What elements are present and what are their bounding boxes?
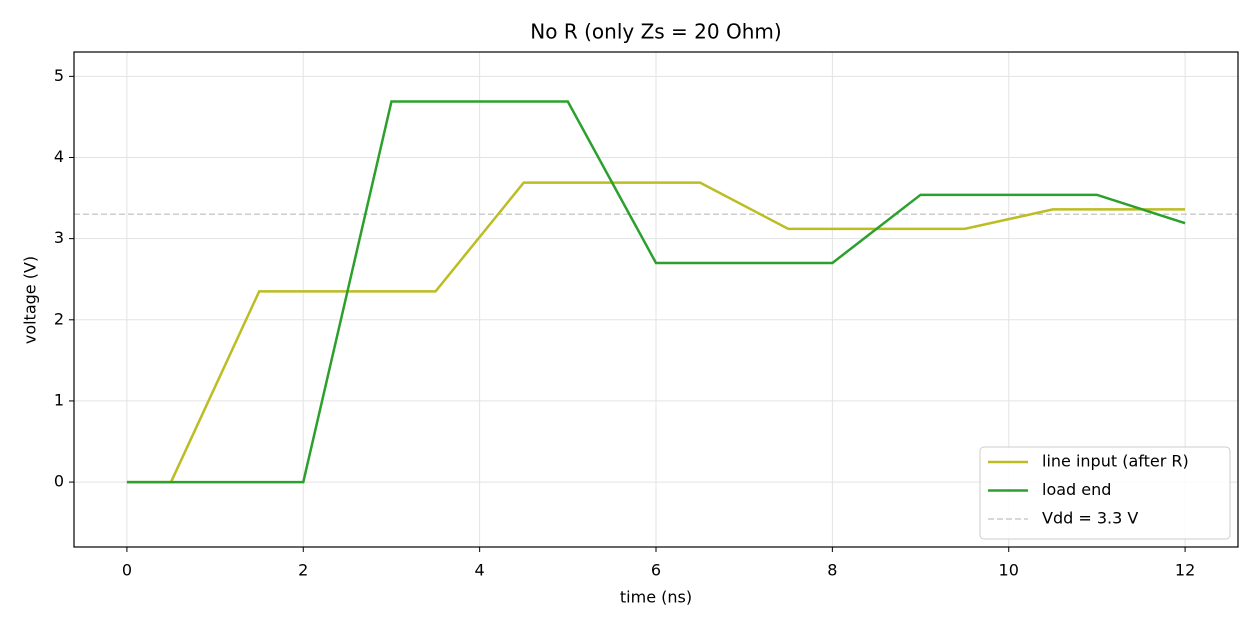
- y-tick-label: 3: [54, 228, 64, 247]
- plot-frame: [73, 51, 1239, 548]
- y-tick-label: 1: [54, 390, 64, 409]
- y-tick-label: 5: [54, 66, 64, 85]
- line: [126, 100, 1186, 484]
- chart-title: No R (only Zs = 20 Ohm): [530, 20, 781, 44]
- x-tick-label: 4: [475, 561, 485, 580]
- x-tick-label: 12: [1175, 561, 1195, 580]
- y-axis-label: voltage (V): [21, 256, 40, 344]
- x-axis-label: time (ns): [620, 588, 692, 607]
- x-tick-label: 2: [298, 561, 308, 580]
- legend-label: line input (after R): [1042, 452, 1189, 471]
- x-tick-label: 8: [827, 561, 837, 580]
- legend-label: load end: [1042, 480, 1111, 499]
- x-tick-label: 10: [999, 561, 1019, 580]
- y-tick-label: 4: [54, 147, 64, 166]
- x-tick-label: 0: [122, 561, 132, 580]
- legend-box: [979, 446, 1231, 540]
- y-tick-label: 0: [54, 472, 64, 491]
- x-tick-label: 6: [651, 561, 661, 580]
- y-tick-label: 2: [54, 309, 64, 328]
- legend-label: Vdd = 3.3 V: [1042, 509, 1138, 528]
